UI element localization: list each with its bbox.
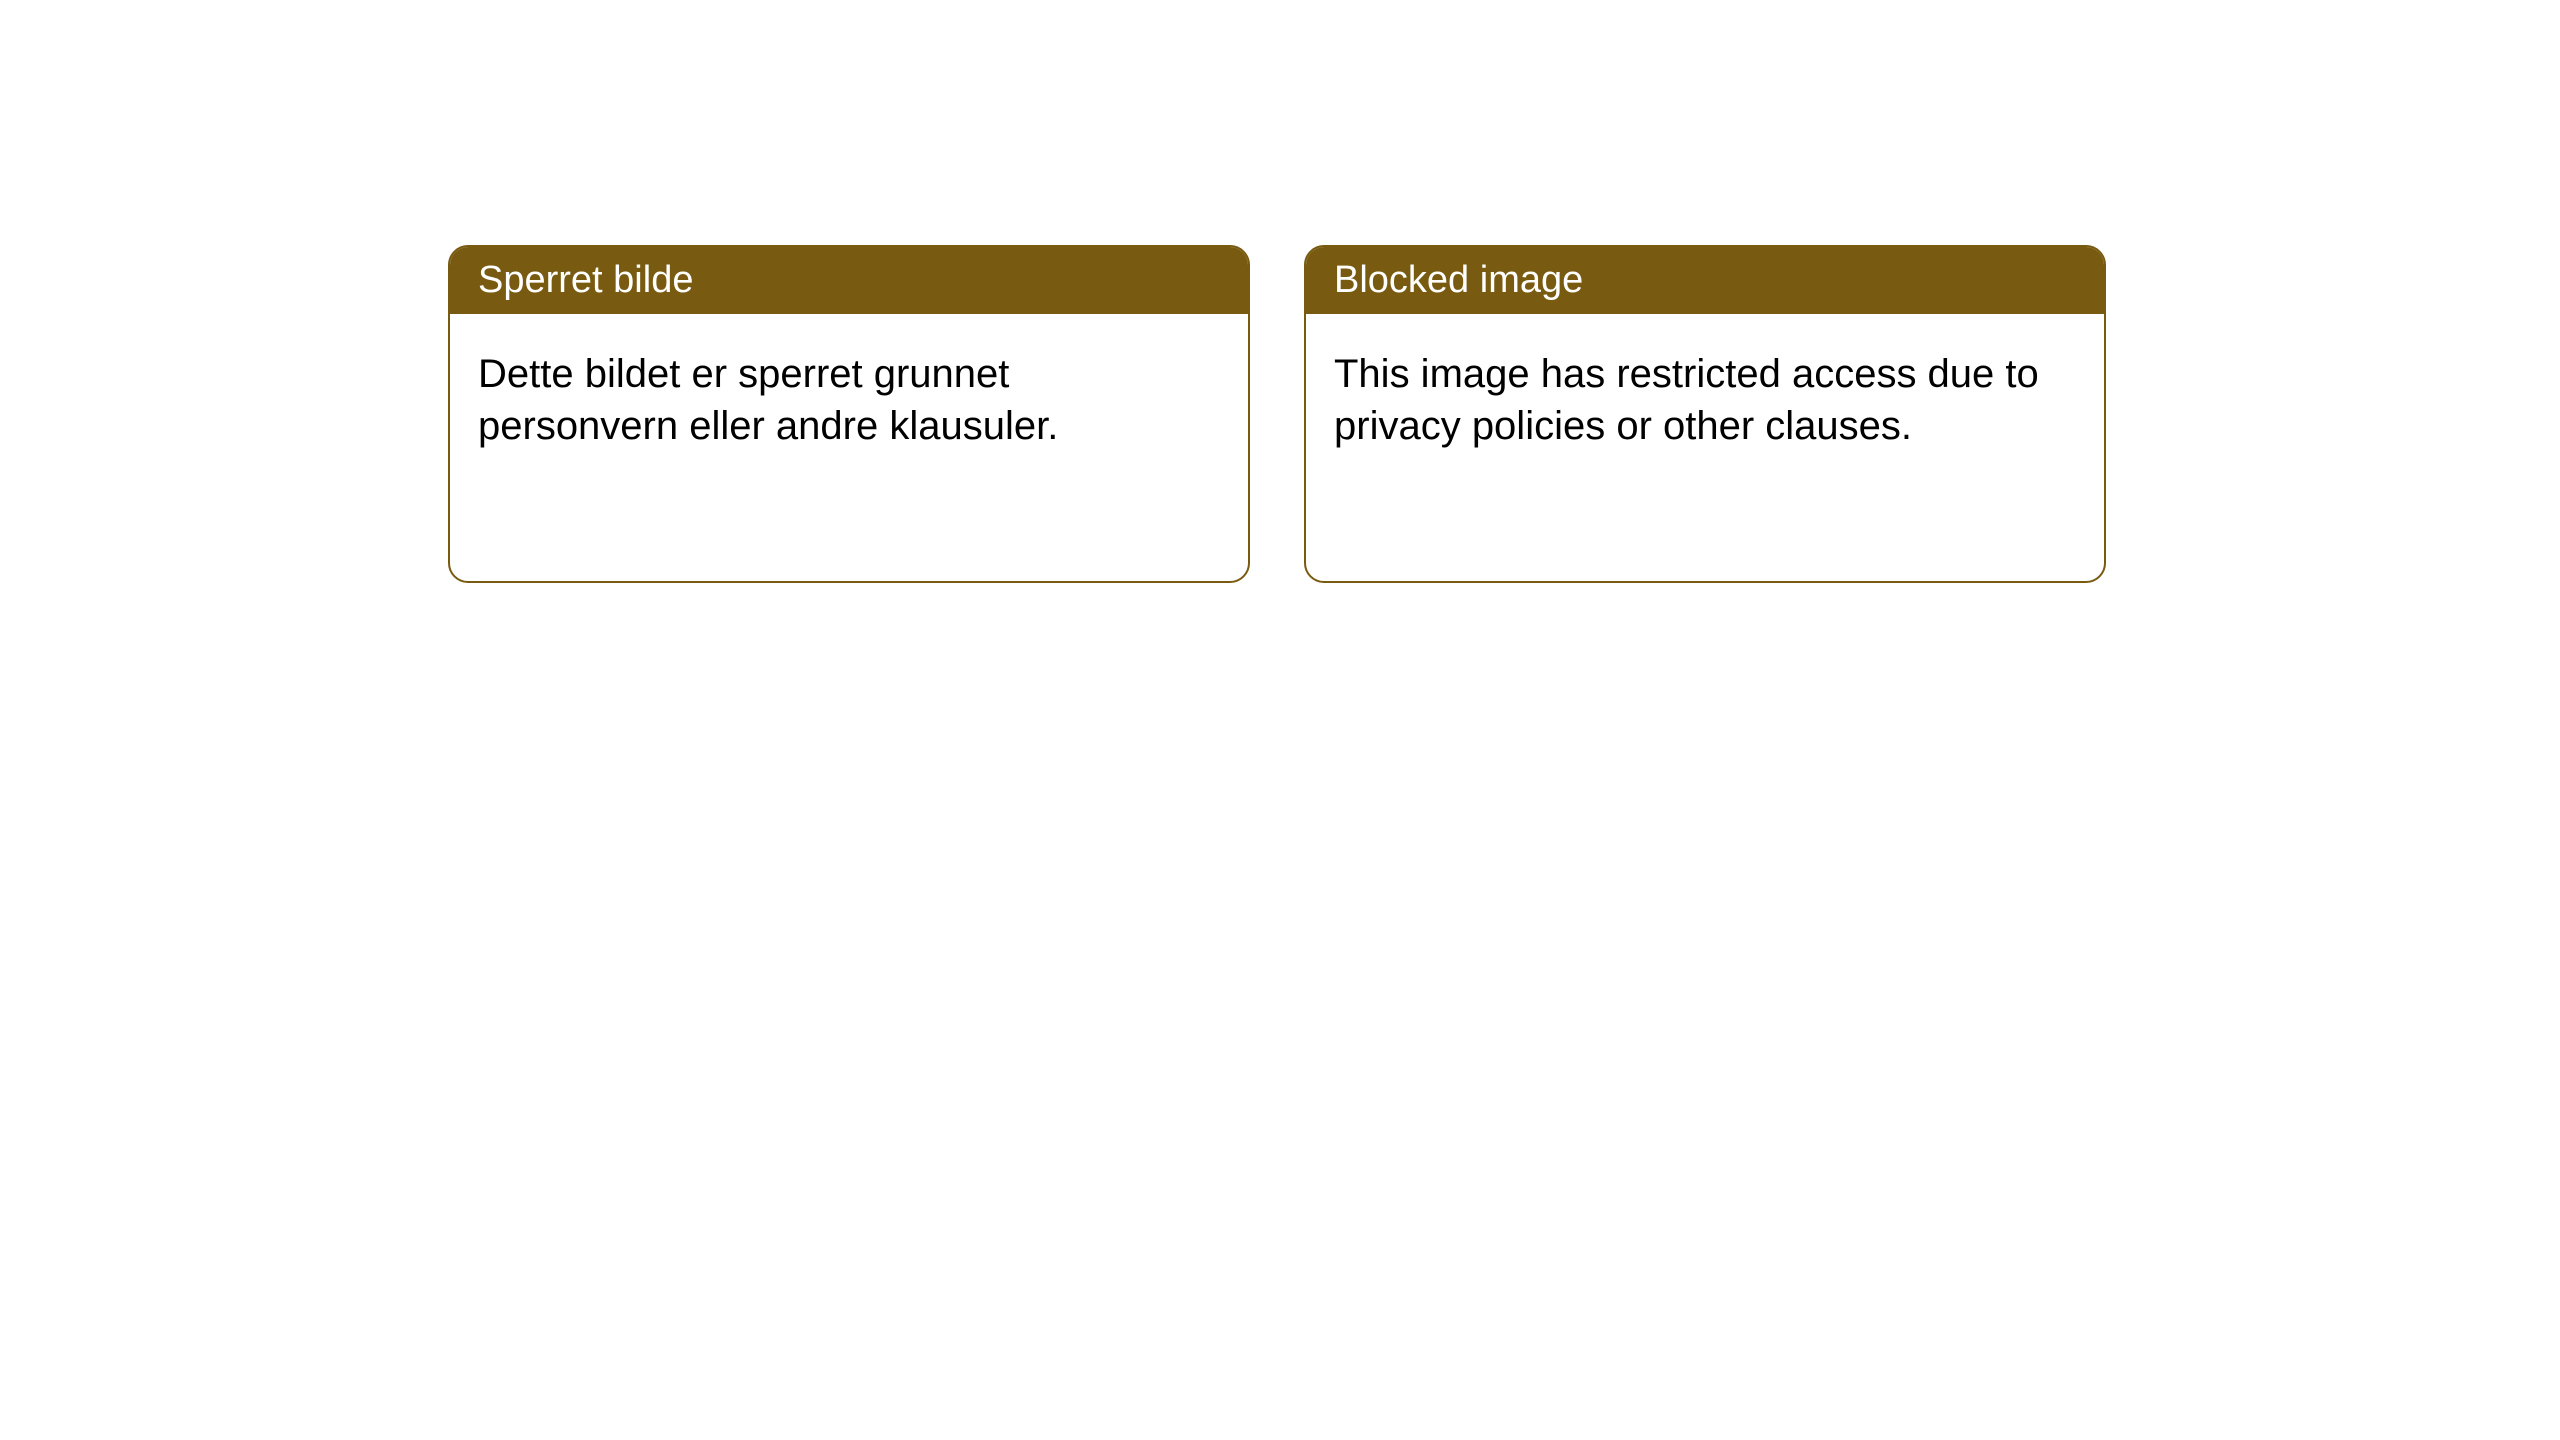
notice-body-english: This image has restricted access due to … — [1306, 314, 2104, 486]
notice-card-norwegian: Sperret bilde Dette bildet er sperret gr… — [448, 245, 1250, 583]
notice-header-norwegian: Sperret bilde — [450, 247, 1248, 314]
notice-body-norwegian: Dette bildet er sperret grunnet personve… — [450, 314, 1248, 486]
notice-card-english: Blocked image This image has restricted … — [1304, 245, 2106, 583]
notice-container: Sperret bilde Dette bildet er sperret gr… — [448, 245, 2106, 583]
notice-header-english: Blocked image — [1306, 247, 2104, 314]
